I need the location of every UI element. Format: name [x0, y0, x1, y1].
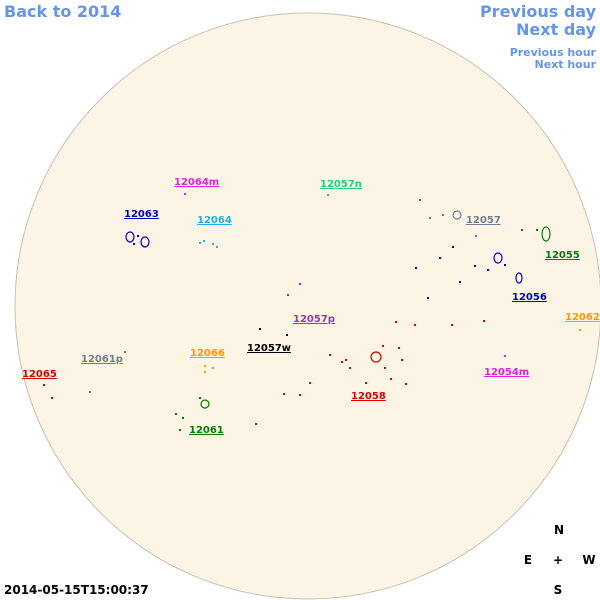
spot	[283, 393, 285, 395]
region-label[interactable]: 12057n	[320, 179, 362, 190]
region-label[interactable]: 12054m	[484, 367, 529, 378]
timestamp: 2014-05-15T15:00:37	[4, 583, 149, 597]
spot	[133, 243, 135, 245]
spot	[212, 243, 214, 245]
spot	[341, 361, 343, 363]
spot	[204, 365, 206, 367]
spot	[579, 329, 581, 331]
spot	[51, 397, 53, 399]
spot	[439, 257, 441, 259]
spot	[487, 269, 489, 271]
spot	[255, 423, 257, 425]
spot	[429, 217, 431, 219]
region-label[interactable]: 12064m	[174, 177, 219, 188]
compass-west: W	[582, 553, 595, 567]
spot	[474, 265, 476, 267]
spot	[179, 429, 181, 431]
spot	[212, 367, 214, 369]
spot	[43, 384, 45, 386]
spot	[451, 324, 453, 326]
spot-contour	[200, 399, 210, 409]
solar-disk	[14, 12, 600, 600]
spot-contour	[541, 226, 551, 242]
spot-contour	[515, 272, 523, 284]
spot	[452, 246, 454, 248]
spot	[184, 193, 186, 195]
spot	[199, 397, 201, 399]
region-label[interactable]: 12061	[189, 425, 224, 436]
compass-south: S	[554, 583, 563, 597]
spot	[89, 391, 91, 393]
spot	[287, 294, 289, 296]
spot	[299, 394, 301, 396]
spot	[442, 214, 444, 216]
spot	[419, 199, 421, 201]
spot	[475, 235, 477, 237]
region-label[interactable]: 12065	[22, 369, 57, 380]
spot	[395, 321, 397, 323]
spot	[286, 334, 288, 336]
spot	[327, 194, 329, 196]
region-label[interactable]: 12064	[197, 215, 232, 226]
region-label[interactable]: 12057	[466, 215, 501, 226]
spot	[382, 345, 384, 347]
region-label[interactable]: 12057w	[247, 343, 291, 354]
spot	[415, 267, 417, 269]
spot	[459, 281, 461, 283]
spot-contour	[493, 252, 503, 264]
spot	[349, 367, 351, 369]
next-day-link[interactable]: Next day	[516, 20, 597, 39]
back-link[interactable]: Back to 2014	[4, 2, 121, 21]
region-label[interactable]: 12062	[565, 312, 600, 323]
spot-contour	[370, 351, 382, 363]
previous-hour-link[interactable]: Previous hour	[510, 46, 597, 59]
region-label[interactable]: 12055	[545, 250, 580, 261]
compass-east: E	[524, 553, 532, 567]
spot	[259, 328, 261, 330]
spot	[182, 417, 184, 419]
spot	[521, 229, 523, 231]
spot	[199, 242, 201, 244]
region-label[interactable]: 12063	[124, 209, 159, 220]
spot	[390, 378, 392, 380]
spot	[204, 371, 206, 373]
previous-day-link[interactable]: Previous day	[480, 2, 597, 21]
spot-contour	[125, 231, 135, 243]
region-label[interactable]: 12058	[351, 391, 386, 402]
spot	[365, 382, 367, 384]
spot-contour	[452, 210, 462, 220]
spot	[427, 297, 429, 299]
spot	[414, 324, 416, 326]
region-label[interactable]: 12066	[190, 348, 225, 359]
spot	[299, 283, 301, 285]
spot	[483, 320, 485, 322]
spot	[203, 240, 205, 242]
spot	[175, 413, 177, 415]
spot-contour	[140, 236, 150, 248]
region-label[interactable]: 12057p	[293, 314, 335, 325]
spot	[536, 229, 538, 231]
spot	[398, 347, 400, 349]
spot	[384, 367, 386, 369]
next-hour-link[interactable]: Next hour	[535, 58, 597, 71]
compass-center: +	[553, 553, 563, 567]
spot	[216, 246, 218, 248]
region-label[interactable]: 12061p	[81, 354, 123, 365]
spot	[405, 383, 407, 385]
compass-north: N	[554, 523, 564, 537]
spot	[329, 354, 331, 356]
spot	[309, 382, 311, 384]
spot	[345, 359, 347, 361]
spot	[504, 264, 506, 266]
spot	[137, 235, 139, 237]
spot	[124, 351, 126, 353]
spot	[504, 355, 506, 357]
region-label[interactable]: 12056	[512, 292, 547, 303]
spot	[401, 359, 403, 361]
